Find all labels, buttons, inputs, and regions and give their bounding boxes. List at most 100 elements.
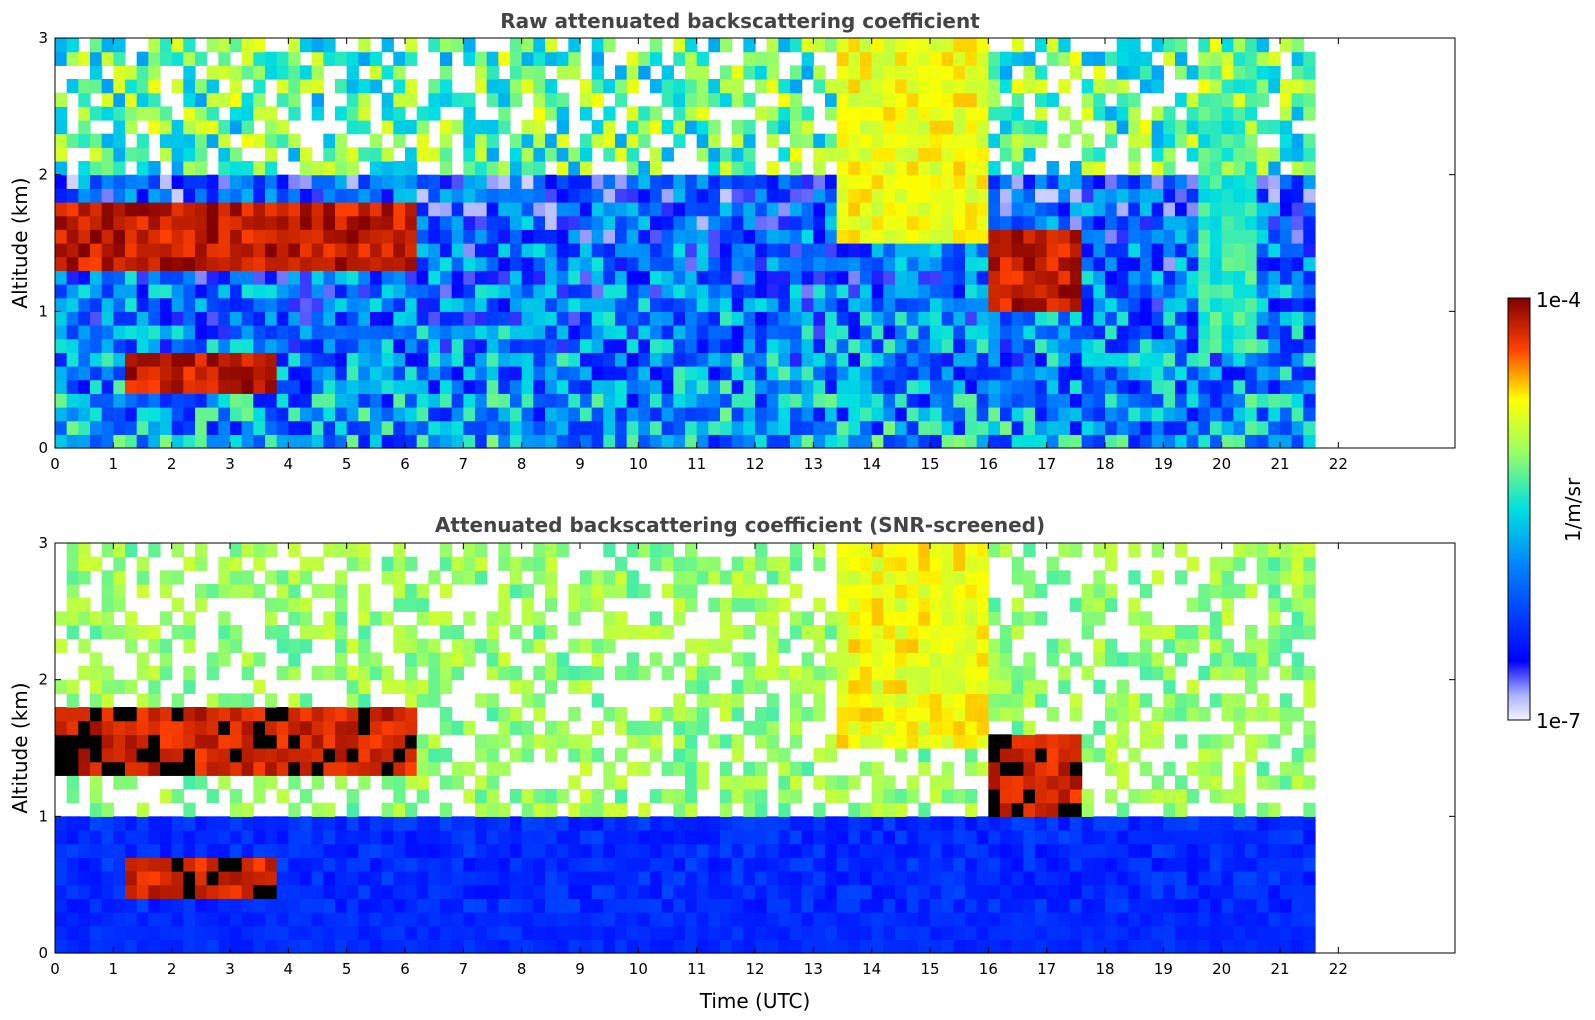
heatmap-cell — [556, 434, 569, 449]
heatmap-cell — [113, 434, 126, 449]
heatmap-cell — [1000, 79, 1013, 94]
heatmap-cell — [603, 338, 616, 353]
heatmap-cell — [206, 106, 219, 121]
heatmap-cell — [405, 775, 418, 790]
heatmap-cell — [358, 366, 371, 381]
heatmap-cell — [708, 215, 721, 230]
heatmap-cell — [486, 802, 499, 817]
heatmap-cell — [1128, 147, 1141, 162]
heatmap-cell — [148, 215, 161, 230]
heatmap-cell — [801, 38, 814, 53]
heatmap-cell — [370, 297, 383, 312]
heatmap-cell — [276, 338, 289, 353]
heatmap-cell — [1175, 393, 1188, 408]
heatmap-cell — [218, 352, 231, 367]
heatmap-cell — [405, 311, 418, 326]
heatmap-cell — [965, 543, 978, 558]
heatmap-cell — [1011, 393, 1024, 408]
heatmap-cell — [801, 434, 814, 449]
heatmap-cell — [323, 366, 336, 381]
heatmap-cell — [790, 884, 803, 899]
heatmap-cell — [393, 297, 406, 312]
heatmap-cell — [801, 106, 814, 121]
heatmap-cell — [90, 434, 103, 449]
heatmap-cell — [521, 912, 534, 927]
heatmap-cell — [486, 611, 499, 626]
heatmap-cell — [895, 789, 908, 804]
heatmap-cell — [1035, 802, 1048, 817]
heatmap-cell — [941, 652, 954, 667]
heatmap-cell — [1256, 420, 1269, 435]
heatmap-cell — [475, 925, 488, 940]
heatmap-cell — [930, 597, 943, 612]
heatmap-cell — [836, 693, 849, 708]
heatmap-cell — [101, 830, 114, 845]
heatmap-cell — [918, 816, 931, 831]
heatmap-cell — [545, 38, 558, 53]
heatmap-cell — [486, 379, 499, 394]
heatmap-cell — [708, 734, 721, 749]
heatmap-cell — [253, 830, 266, 845]
heatmap-cell — [66, 243, 79, 258]
heatmap-cell — [311, 92, 324, 107]
heatmap-cell — [113, 38, 126, 53]
heatmap-cell — [230, 802, 243, 817]
heatmap-cell — [988, 65, 1001, 80]
heatmap-cell — [930, 338, 943, 353]
heatmap-cell — [941, 270, 954, 285]
heatmap-cell — [708, 270, 721, 285]
heatmap-cell — [183, 284, 196, 299]
heatmap-cell — [603, 625, 616, 640]
heatmap-cell — [370, 912, 383, 927]
heatmap-cell — [346, 707, 359, 722]
heatmap-cell — [906, 311, 919, 326]
heatmap-cell — [650, 407, 663, 422]
heatmap-cell — [498, 366, 511, 381]
heatmap-cell — [906, 434, 919, 449]
heatmap-cell — [311, 584, 324, 599]
heatmap-cell — [265, 898, 278, 913]
heatmap-cell — [393, 243, 406, 258]
heatmap-cell — [125, 925, 138, 940]
heatmap-cell — [405, 92, 418, 107]
heatmap-cell — [696, 133, 709, 148]
heatmap-cell — [1175, 256, 1188, 271]
heatmap-cell — [696, 693, 709, 708]
heatmap-cell — [253, 652, 266, 667]
heatmap-cell — [860, 720, 873, 735]
heatmap-cell — [1198, 434, 1211, 449]
heatmap-cell — [510, 393, 523, 408]
heatmap-cell — [871, 816, 884, 831]
heatmap-cell — [416, 407, 429, 422]
heatmap-cell — [335, 420, 348, 435]
heatmap-cell — [685, 597, 698, 612]
heatmap-cell — [428, 215, 441, 230]
heatmap-cell — [101, 311, 114, 326]
heatmap-cell — [953, 352, 966, 367]
heatmap-cell — [965, 734, 978, 749]
heatmap-cell — [300, 270, 313, 285]
heatmap-cell — [148, 830, 161, 845]
heatmap-cell — [451, 393, 464, 408]
heatmap-cell — [778, 92, 791, 107]
heatmap-cell — [113, 174, 126, 189]
heatmap-cell — [393, 748, 406, 763]
heatmap-cell — [1303, 393, 1316, 408]
heatmap-cell — [918, 830, 931, 845]
heatmap-cell — [1198, 407, 1211, 422]
heatmap-cell — [848, 38, 861, 53]
heatmap-cell — [451, 284, 464, 299]
heatmap-cell — [1198, 256, 1211, 271]
heatmap-cell — [836, 625, 849, 640]
heatmap-cell — [1011, 38, 1024, 53]
heatmap-cell — [965, 256, 978, 271]
heatmap-cell — [568, 884, 581, 899]
heatmap-cell — [766, 106, 779, 121]
heatmap-cell — [498, 270, 511, 285]
heatmap-cell — [405, 325, 418, 340]
heatmap-cell — [276, 270, 289, 285]
heatmap-cell — [463, 393, 476, 408]
heatmap-cell — [265, 884, 278, 899]
heatmap-cell — [895, 106, 908, 121]
heatmap-cell — [498, 284, 511, 299]
